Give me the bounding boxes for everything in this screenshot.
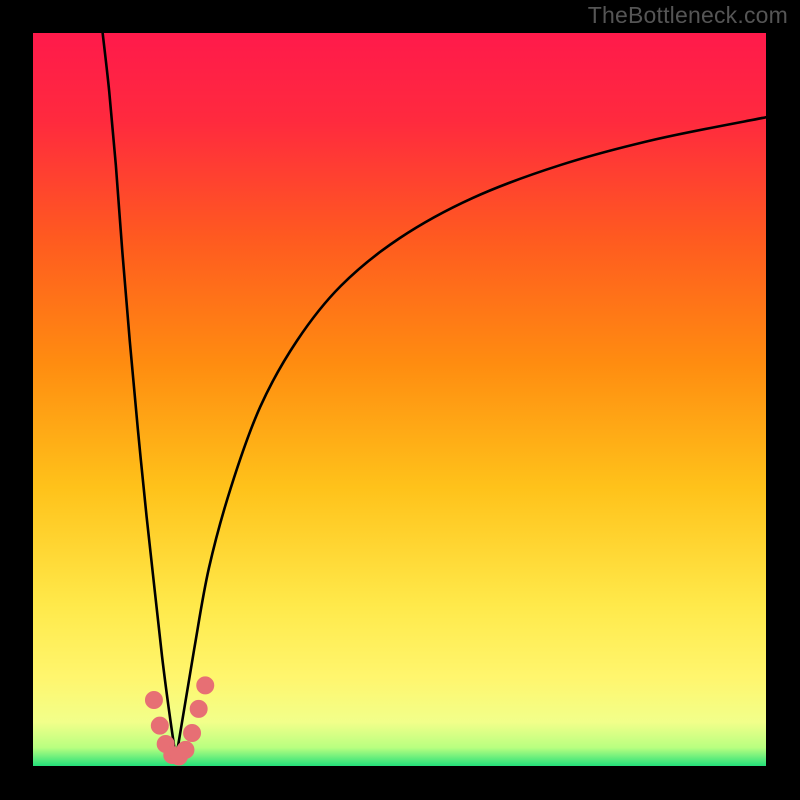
plot-area	[33, 33, 766, 766]
figure-outer: TheBottleneck.com	[0, 0, 800, 800]
optimum-marker	[184, 725, 201, 742]
optimum-marker	[177, 741, 194, 758]
optimum-marker	[145, 692, 162, 709]
optimum-marker	[197, 677, 214, 694]
optimum-marker	[190, 700, 207, 717]
optimum-marker	[151, 717, 168, 734]
gradient-background	[33, 33, 766, 766]
bottleneck-curve-chart	[33, 33, 766, 766]
watermark-text: TheBottleneck.com	[588, 2, 788, 29]
